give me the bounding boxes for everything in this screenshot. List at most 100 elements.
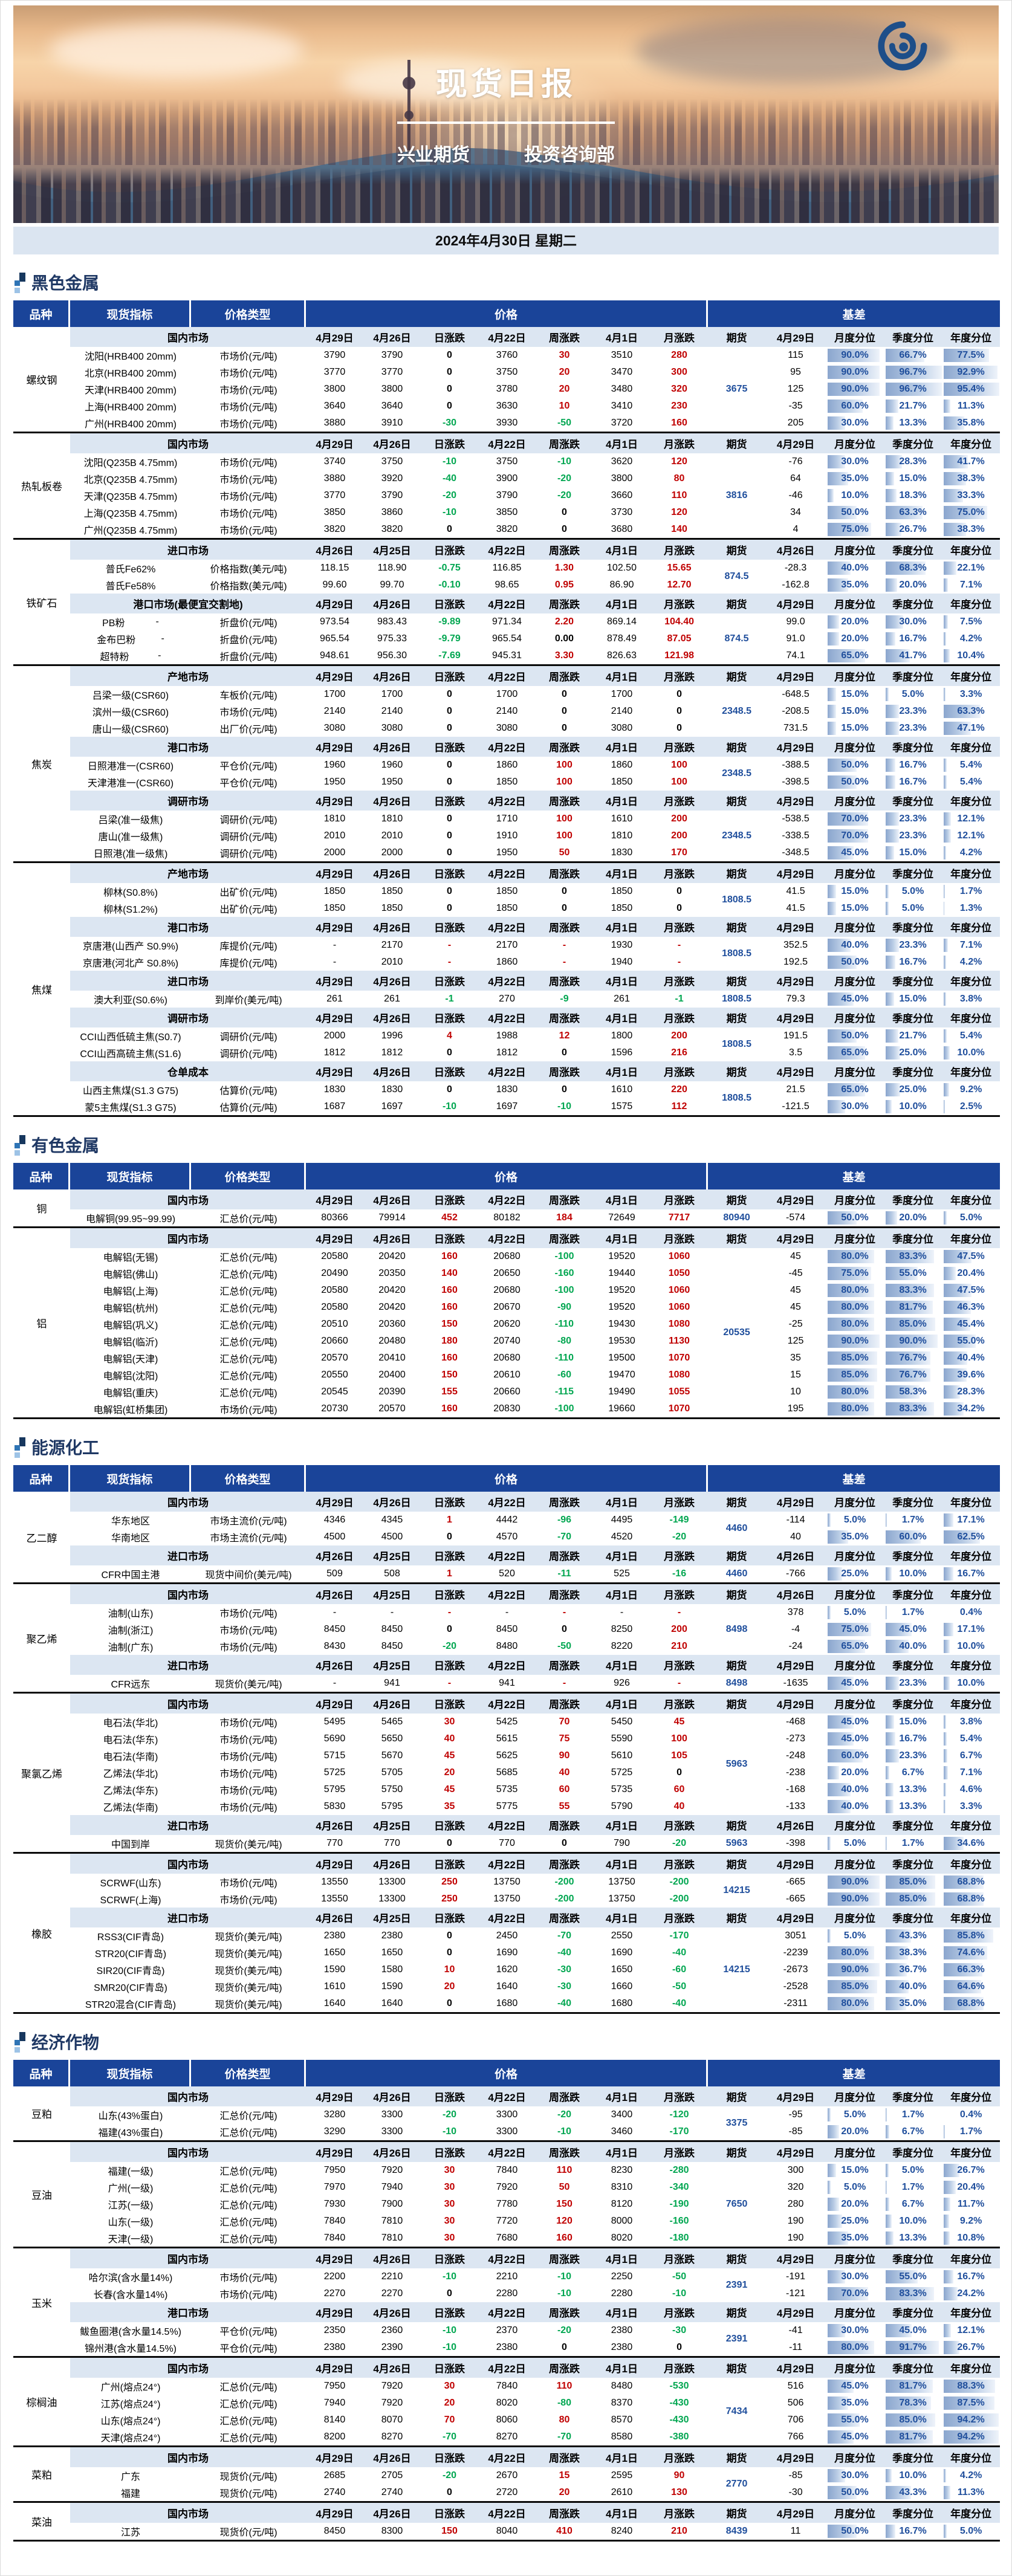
price-cell: 1930 <box>593 937 650 954</box>
change-cell: -200 <box>536 1891 593 1908</box>
price-type-cell: 折盘价(元/吨) <box>191 647 306 664</box>
date-header-cell: 月度分位 <box>826 1852 884 1874</box>
date-header-cell: 4月22日 <box>478 2501 536 2523</box>
futures-cell: 8498 <box>708 1604 765 1655</box>
date-header-cell: 4月29日 <box>306 1692 363 1714</box>
change-cell: -20 <box>650 1529 708 1545</box>
percentile-value: 20.0% <box>841 2199 868 2209</box>
date-header-cell: 年度分位 <box>942 664 1000 686</box>
price-cell: 20650 <box>478 1265 536 1282</box>
percentile-value: 35.8% <box>957 418 984 428</box>
change-cell: 20 <box>536 381 593 398</box>
percentile-bar <box>944 1715 946 1729</box>
percentile-bar <box>828 615 839 629</box>
change-cell: 184 <box>536 1209 593 1226</box>
price-cell: 2450 <box>478 1927 536 1944</box>
date-header-cell: 期货 <box>708 861 765 883</box>
price-cell: 4500 <box>363 1529 421 1545</box>
date-header-cell: 年度分位 <box>942 1582 1000 1604</box>
change-cell: -80 <box>536 1333 593 1350</box>
percentile-value: 60.0% <box>841 1750 868 1761</box>
futures-cell: 8439 <box>708 2523 765 2540</box>
percentile-value: 22.1% <box>957 563 984 573</box>
percentile-cell: 63.3% <box>942 703 1000 720</box>
date-header-cell: 4月1日 <box>593 1226 650 1248</box>
price-cell: - <box>306 1675 363 1692</box>
price-cell: 1590 <box>363 1978 421 1995</box>
date-header-cell: 日涨跌 <box>421 2302 478 2322</box>
date-header-cell: 4月1日 <box>593 1692 650 1714</box>
date-header-cell: 4月29日 <box>765 664 826 686</box>
price-cell: 3920 <box>363 470 421 487</box>
price-cell: 8580 <box>593 2429 650 2445</box>
market-label-cell: 产地市场 <box>70 861 306 883</box>
percentile-bar <box>886 578 897 592</box>
change-cell: 30 <box>421 2196 478 2213</box>
change-cell: -200 <box>650 1874 708 1891</box>
basis-cell: 45 <box>765 1282 826 1299</box>
percentile-bar <box>944 2125 945 2138</box>
percentile-value: 9.2% <box>960 1084 982 1095</box>
variety-cell: 聚氯乙烯 <box>13 1692 70 1852</box>
change-cell: 7717 <box>650 1209 708 1226</box>
futures-cell: 14215 <box>708 1874 765 1908</box>
futures-cell: 874.5 <box>708 560 765 594</box>
change-cell: 45 <box>650 1714 708 1730</box>
date-header-cell: 季度分位 <box>884 1008 942 1027</box>
date-header-cell: 月度分位 <box>826 432 884 453</box>
basis-cell: -665 <box>765 1874 826 1891</box>
market-label-cell: 国内市场 <box>70 1226 306 1248</box>
change-cell: 110 <box>536 2378 593 2395</box>
org-name: 兴业期货 <box>397 145 470 165</box>
price-cell: 941 <box>478 1675 536 1692</box>
basis-cell: -11 <box>765 2339 826 2356</box>
price-type-cell: 市场价(元/吨) <box>191 1638 306 1655</box>
percentile-value: 24.2% <box>957 2288 984 2299</box>
price-cell: 5735 <box>593 1781 650 1798</box>
percentile-value: 13.3% <box>899 418 926 428</box>
percentile-bar <box>886 1732 895 1746</box>
date-header-cell: 4月22日 <box>478 861 536 883</box>
price-cell: 1850 <box>478 883 536 900</box>
price-cell: 20420 <box>363 1282 421 1299</box>
date-header-cell: 年度分位 <box>942 2140 1000 2162</box>
price-cell: 8480 <box>593 2378 650 2395</box>
percentile-cell: 40.0% <box>826 560 884 577</box>
price-cell: 3790 <box>478 487 536 504</box>
change-cell: - <box>536 1604 593 1621</box>
change-cell: -70 <box>536 1529 593 1545</box>
change-cell: 0 <box>650 703 708 720</box>
change-cell: 1080 <box>650 1316 708 1333</box>
percentile-cell: 30.0% <box>826 2467 884 2484</box>
percentile-cell: 50.0% <box>826 1209 884 1226</box>
percentile-cell: 83.3% <box>884 1282 942 1299</box>
basis-cell: -238 <box>765 1764 826 1781</box>
price-cell: 3290 <box>306 2123 363 2140</box>
percentile-value: 81.7% <box>899 1302 926 1312</box>
percentile-cell: 35.0% <box>826 2230 884 2247</box>
change-cell: -149 <box>650 1512 708 1529</box>
price-cell: 1950 <box>363 774 421 791</box>
percentile-cell: 66.3% <box>942 1961 1000 1978</box>
date-header-cell: 4月22日 <box>478 1692 536 1714</box>
percentile-cell: 17.1% <box>942 1621 1000 1638</box>
price-cell: 2140 <box>363 703 421 720</box>
percentile-value: 50.0% <box>841 1212 868 1223</box>
change-cell: -40 <box>650 1995 708 2012</box>
futures-cell: 7650 <box>708 2162 765 2247</box>
date-header-cell: 4月26日 <box>306 1655 363 1675</box>
price-cell: 1690 <box>593 1944 650 1961</box>
market-label-cell: 国内市场 <box>70 2501 306 2523</box>
price-cell: 1580 <box>363 1961 421 1978</box>
date-header-cell: 4月1日 <box>593 2086 650 2106</box>
percentile-cell: 80.0% <box>826 1282 884 1299</box>
